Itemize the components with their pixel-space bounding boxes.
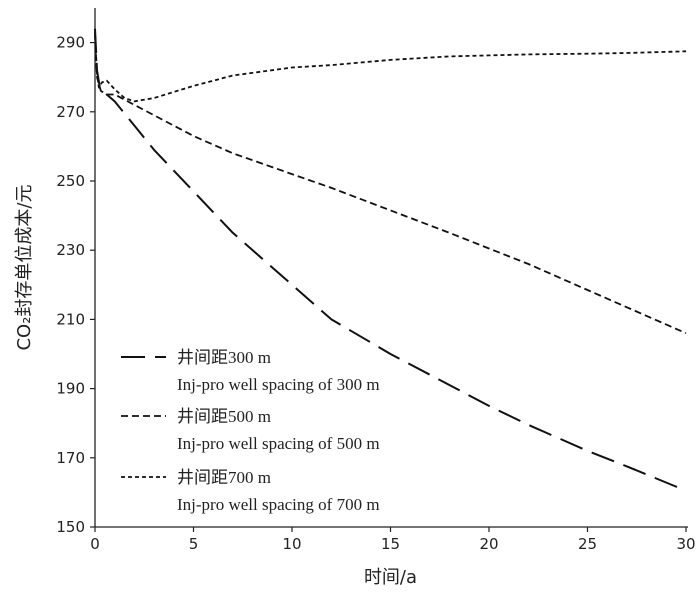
y-tick-label: 190 <box>56 380 85 398</box>
legend: 井间距300 m Inj-pro well spacing of 300 m 井… <box>121 348 380 514</box>
series-line-300 <box>94 28 687 492</box>
legend-label-500-en: Inj-pro well spacing of 500 m <box>177 434 380 453</box>
legend-label-300-cn: 井间距300 m <box>177 348 271 367</box>
x-tick-label: 5 <box>189 535 199 553</box>
series-group <box>94 28 687 492</box>
x-tick-label: 15 <box>381 535 400 553</box>
x-tick-label: 25 <box>578 535 597 553</box>
legend-item-700: 井间距700 m Inj-pro well spacing of 700 m <box>121 468 380 514</box>
legend-label-500-cn: 井间距500 m <box>177 407 271 426</box>
x-tick-label: 0 <box>90 535 100 553</box>
y-ticks: 150 170 190 210 230 250 270 290 <box>56 34 95 536</box>
legend-label-300-en: Inj-pro well spacing of 300 m <box>177 375 380 394</box>
legend-label-700-cn: 井间距700 m <box>177 468 271 487</box>
y-tick-label: 270 <box>56 103 85 121</box>
y-tick-label: 150 <box>56 518 85 536</box>
series-line-500 <box>94 32 687 335</box>
y-tick-label: 250 <box>56 172 85 190</box>
legend-item-300: 井间距300 m Inj-pro well spacing of 300 m <box>121 348 380 394</box>
legend-label-700-en: Inj-pro well spacing of 700 m <box>177 495 380 514</box>
x-tick-label: 10 <box>282 535 301 553</box>
x-tick-label: 30 <box>676 535 695 553</box>
y-tick-label: 290 <box>56 34 85 52</box>
plot-area: 0 5 10 15 20 25 30 150 170 190 210 230 250 270 290 <box>56 8 696 553</box>
legend-item-500: 井间距500 m Inj-pro well spacing of 500 m <box>121 407 380 453</box>
series-line-700 <box>94 35 687 103</box>
y-tick-label: 230 <box>56 241 85 259</box>
x-ticks: 0 5 10 15 20 25 30 <box>90 527 696 553</box>
y-axis-title: CO₂封存单位成本/元 <box>14 184 35 350</box>
x-tick-label: 20 <box>479 535 498 553</box>
y-tick-label: 210 <box>56 310 85 328</box>
y-tick-label: 170 <box>56 449 85 467</box>
x-axis-title: 时间/a <box>364 567 417 588</box>
